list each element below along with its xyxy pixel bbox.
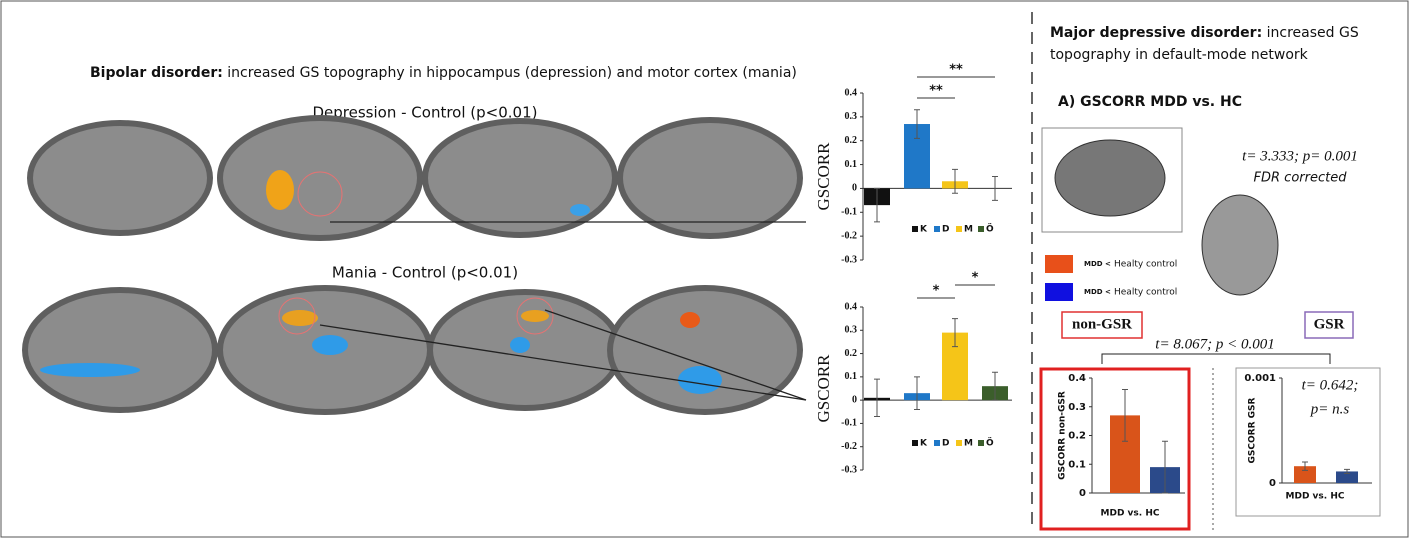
legend-label: Ö bbox=[986, 438, 994, 449]
significance-label: ** bbox=[949, 63, 963, 78]
legend-swatch bbox=[978, 440, 984, 446]
legend-swatch bbox=[978, 226, 984, 232]
legend-small: MDD < bbox=[1084, 288, 1111, 296]
significance-label: * bbox=[972, 271, 979, 286]
y-tick-label: -0.3 bbox=[841, 254, 857, 265]
title-bold: Bipolar disorder: bbox=[90, 65, 223, 81]
error-bar bbox=[874, 379, 880, 416]
mania-label: Mania - Control (p<0.01) bbox=[332, 264, 518, 282]
y-tick-label: 0 bbox=[1079, 488, 1086, 499]
y-tick-label: 0.2 bbox=[845, 135, 858, 146]
comparison: t= 8.067; p < 0.001 bbox=[1155, 336, 1274, 352]
legend-label: M bbox=[964, 439, 973, 449]
figure: Bipolar disorder: increased GS topograph… bbox=[0, 0, 1410, 539]
legend-swatch bbox=[1045, 255, 1073, 273]
y-tick-label: 0.001 bbox=[1244, 373, 1276, 384]
y-axis-label: GSCORR GSR bbox=[1248, 397, 1258, 463]
x-axis-label: MDD vs. HC bbox=[1286, 492, 1345, 502]
sagittal-brain bbox=[1055, 140, 1165, 216]
y-tick-label: 0 bbox=[1269, 478, 1276, 489]
legend-swatch bbox=[912, 226, 918, 232]
y-axis-label: GSCORR bbox=[814, 142, 833, 211]
bracket bbox=[1102, 354, 1330, 364]
border bbox=[1, 1, 1408, 537]
y-tick-label: -0.2 bbox=[841, 441, 857, 452]
y-tick-label: -0.1 bbox=[841, 207, 857, 218]
y-tick-label: 0.3 bbox=[1068, 402, 1086, 413]
y-tick-label: 0.2 bbox=[845, 348, 858, 359]
y-tick-label: 0.4 bbox=[845, 87, 858, 98]
y-tick-label: -0.2 bbox=[841, 230, 857, 241]
legend-small: MDD < bbox=[1084, 260, 1111, 268]
y-tick-label: 0.1 bbox=[845, 159, 858, 170]
y-tick-label: -0.1 bbox=[841, 418, 857, 429]
y-axis-label: GSCORR bbox=[814, 354, 833, 423]
title-rest: increased GS topography in hippocampus (… bbox=[227, 65, 797, 81]
title-rest: increased GS bbox=[1267, 25, 1359, 41]
legend-swatch bbox=[934, 226, 940, 232]
axial-brain bbox=[1202, 195, 1278, 295]
y-tick-label: 0.1 bbox=[1068, 459, 1086, 470]
bipolar-title: Bipolar disorder: increased GS topograph… bbox=[90, 65, 797, 81]
legend-label: M bbox=[964, 225, 973, 235]
y-axis-label: GSCORR non-GSR bbox=[1058, 391, 1068, 480]
significance-label: * bbox=[933, 284, 940, 299]
y-tick-label: -0.3 bbox=[841, 464, 857, 475]
y-tick-label: 0.2 bbox=[1068, 431, 1086, 442]
y-tick-label: 0 bbox=[852, 394, 857, 405]
gsr-label: GSR bbox=[1314, 316, 1345, 332]
y-tick-label: 0.4 bbox=[1068, 373, 1086, 384]
stat: t= 3.333; p= 0.001 bbox=[1242, 148, 1358, 164]
gsr-stat: p= n.s bbox=[1310, 401, 1350, 417]
mdd-title: Major depressive disorder: increased GS bbox=[1050, 25, 1359, 41]
y-tick-label: 0.3 bbox=[845, 325, 858, 336]
mdd-title-line2: topography in default-mode network bbox=[1050, 47, 1309, 63]
y-tick-label: 0 bbox=[852, 183, 857, 194]
x-axis-label: MDD vs. HC bbox=[1101, 509, 1160, 519]
y-tick-label: 0.4 bbox=[845, 301, 858, 312]
legend-label: Healty control bbox=[1114, 260, 1177, 270]
panel-a: A) GSCORR MDD vs. HC bbox=[1058, 94, 1242, 110]
legend-label: Healty control bbox=[1114, 288, 1177, 298]
legend-label: D bbox=[942, 439, 949, 449]
legend-label: K bbox=[920, 439, 928, 449]
title-bold: Major depressive disorder: bbox=[1050, 25, 1262, 41]
y-tick-label: 0.1 bbox=[845, 371, 858, 382]
stat-note: FDR corrected bbox=[1254, 171, 1348, 186]
legend-swatch bbox=[912, 440, 918, 446]
legend-label: K bbox=[920, 225, 928, 235]
significance-label: ** bbox=[929, 84, 943, 99]
legend-swatch bbox=[956, 226, 962, 232]
non-gsr-label: non-GSR bbox=[1072, 316, 1132, 332]
legend-swatch bbox=[956, 440, 962, 446]
legend-label: D bbox=[942, 225, 949, 235]
legend-label: Ö bbox=[986, 224, 994, 235]
gsr-stat: t= 0.642; bbox=[1302, 377, 1359, 393]
legend-swatch bbox=[1045, 283, 1073, 301]
legend-swatch bbox=[934, 440, 940, 446]
y-tick-label: 0.3 bbox=[845, 111, 858, 122]
